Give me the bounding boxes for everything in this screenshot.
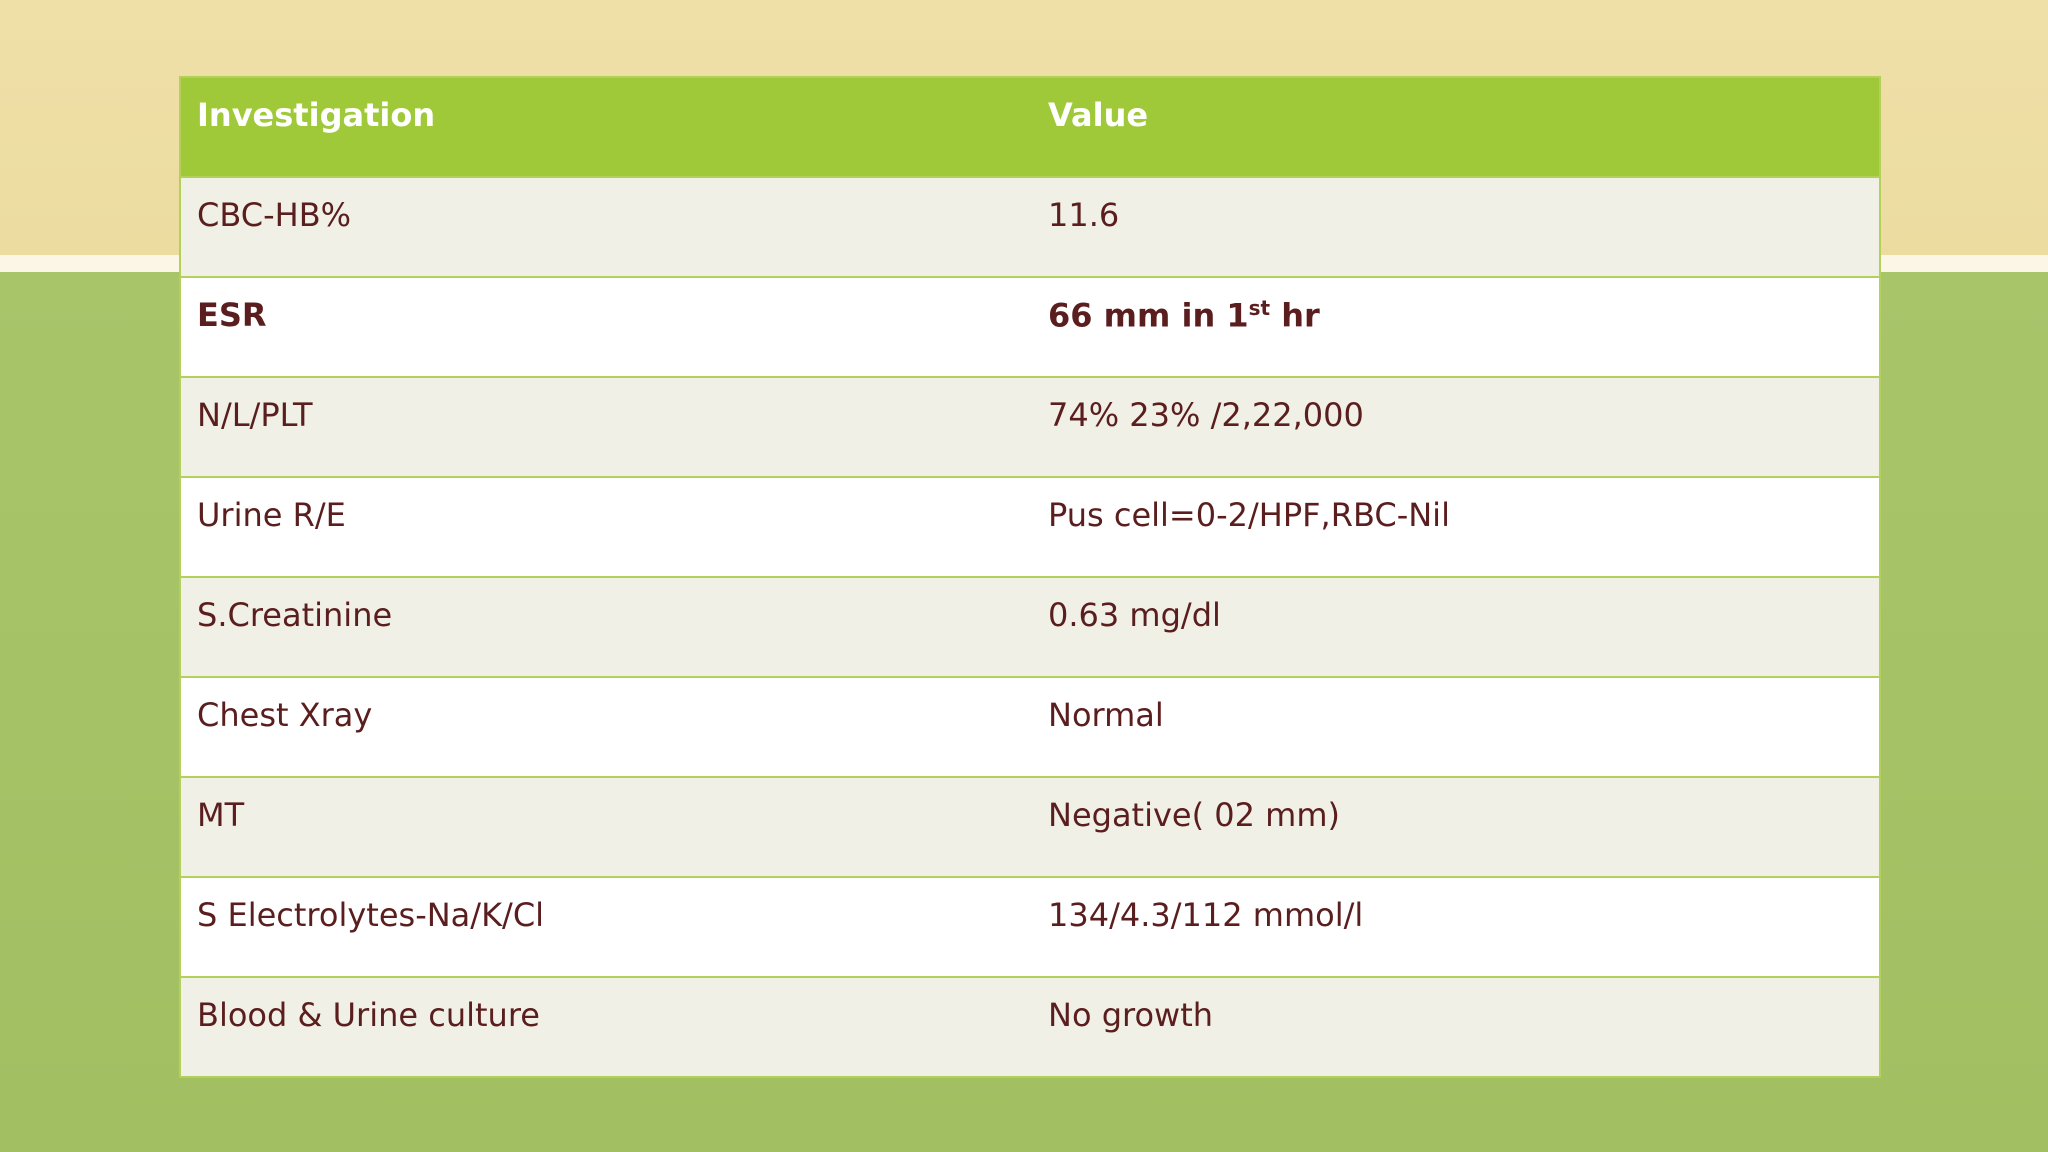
investigation-cell: ESR: [180, 276, 1032, 377]
value-text: 134/4.3/112 mmol/l: [1048, 896, 1364, 934]
value-cell: 0.63 mg/dl: [1032, 576, 1880, 677]
table-row: S Electrolytes-Na/K/Cl 134/4.3/112 mmol/l: [180, 876, 1880, 977]
value-text: 74% 23% /2,22,000: [1048, 396, 1364, 434]
table-row: ESR 66 mm in 1st hr: [180, 276, 1880, 377]
table-row: CBC-HB% 11.6: [180, 176, 1880, 277]
investigation-cell: S.Creatinine: [180, 576, 1032, 677]
table-row: Urine R/E Pus cell=0-2/HPF,RBC-Nil: [180, 476, 1880, 577]
investigation-cell: N/L/PLT: [180, 376, 1032, 477]
header-row: Investigation Value: [180, 77, 1880, 177]
value-text: Normal: [1048, 696, 1164, 734]
investigation-cell: S Electrolytes-Na/K/Cl: [180, 876, 1032, 977]
value-text: Pus cell=0-2/HPF,RBC-Nil: [1048, 496, 1450, 534]
value-cell: 66 mm in 1st hr: [1032, 276, 1880, 377]
value-cell: Pus cell=0-2/HPF,RBC-Nil: [1032, 476, 1880, 577]
value-text: 11.6: [1048, 196, 1120, 234]
table-row: Blood & Urine culture No growth: [180, 976, 1880, 1077]
value-text: No growth: [1048, 996, 1214, 1034]
value-cell: 134/4.3/112 mmol/l: [1032, 876, 1880, 977]
value-text: 0.63 mg/dl: [1048, 596, 1221, 634]
value-cell: 74% 23% /2,22,000: [1032, 376, 1880, 477]
table-row: N/L/PLT 74% 23% /2,22,000: [180, 376, 1880, 477]
value-cell: 11.6: [1032, 176, 1880, 277]
investigation-cell: MT: [180, 776, 1032, 877]
investigation-cell: Blood & Urine culture: [180, 976, 1032, 1077]
value-cell: Negative( 02 mm): [1032, 776, 1880, 877]
table-row: S.Creatinine 0.63 mg/dl: [180, 576, 1880, 677]
header-cell: Value: [1032, 77, 1880, 177]
value-cell: No growth: [1032, 976, 1880, 1077]
value-superscript: st: [1248, 296, 1271, 320]
table-row: Chest Xray Normal: [180, 676, 1880, 777]
value-text: 66 mm in 1: [1048, 296, 1249, 335]
value-text: Negative( 02 mm): [1048, 796, 1340, 834]
header-cell: Investigation: [180, 77, 1032, 177]
table-row: MT Negative( 02 mm): [180, 776, 1880, 877]
investigation-cell: CBC-HB%: [180, 176, 1032, 277]
lab-table: Investigation Value CBC-HB% 11.6 ESR 66 mm …: [179, 76, 1881, 1078]
value-cell: Normal: [1032, 676, 1880, 777]
value-text: hr: [1270, 296, 1320, 335]
investigation-cell: Chest Xray: [180, 676, 1032, 777]
investigation-cell: Urine R/E: [180, 476, 1032, 577]
